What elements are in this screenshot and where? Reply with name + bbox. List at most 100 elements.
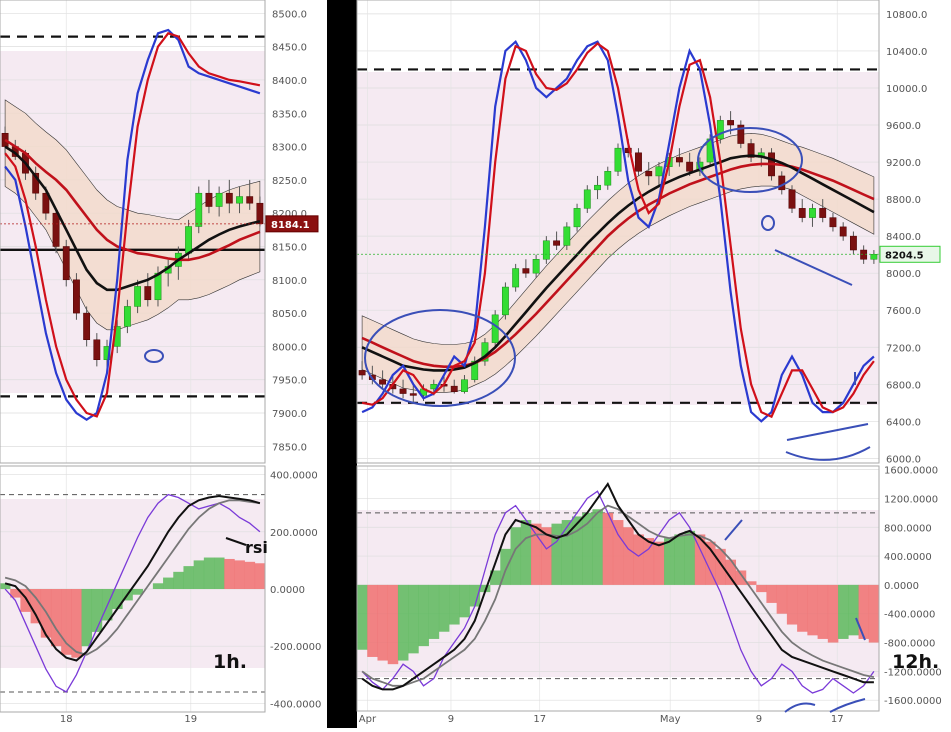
- histogram-bar: [623, 527, 634, 585]
- x-tick-label: May: [660, 714, 681, 725]
- candle-up: [215, 192, 223, 207]
- histogram-bar: [653, 541, 665, 585]
- candle-down: [32, 172, 40, 194]
- x-tick-label: 19: [184, 714, 197, 725]
- candle-up: [870, 254, 878, 260]
- x-tick-label: 17: [831, 714, 844, 725]
- histogram-bar: [571, 516, 583, 585]
- osc-tick-label: -1200.0000: [884, 667, 942, 678]
- histogram-bar: [551, 523, 563, 585]
- osc-tick-label: -800.0000: [884, 639, 935, 650]
- price-tick-label: 8400.0: [272, 76, 307, 87]
- stoch-red-line: [361, 42, 875, 419]
- price-tick-label: 8000.0: [272, 342, 307, 353]
- histogram-bar: [827, 584, 839, 643]
- candle-down: [645, 171, 653, 177]
- last-price-label: 8204.5: [885, 250, 924, 261]
- histogram-bar: [664, 538, 675, 585]
- candle-down: [379, 379, 387, 385]
- candle-down: [778, 175, 786, 191]
- x-tick-label: Apr: [359, 714, 377, 725]
- osc-tick-label: 1200.0000: [884, 494, 938, 505]
- histogram-bar: [868, 584, 880, 643]
- histogram-bar: [694, 534, 706, 585]
- histogram-bar: [438, 584, 450, 632]
- price-tick-label: 6800.0: [886, 380, 921, 391]
- histogram-bar: [397, 584, 409, 661]
- histogram-bar: [725, 559, 737, 585]
- histogram-bar: [531, 523, 542, 585]
- price-tick-label: 10800.0: [886, 10, 927, 21]
- histogram-bar: [490, 570, 501, 585]
- candle-up: [461, 379, 468, 392]
- price-tick-label: 10000.0: [886, 84, 927, 95]
- candle-up: [134, 286, 142, 307]
- candle-down: [450, 385, 458, 392]
- histogram-bar: [500, 548, 511, 585]
- osc-tick-label: 400.0000: [270, 471, 318, 482]
- x-tick-label: 18: [60, 714, 73, 725]
- histogram-bar: [797, 584, 808, 632]
- histogram-bar: [20, 589, 31, 612]
- histogram-bar: [510, 527, 522, 585]
- histogram-bar: [30, 589, 42, 624]
- price-tick-label: 9600.0: [886, 121, 921, 132]
- candle-down: [737, 124, 745, 144]
- osc-tick-label: -400.0000: [884, 610, 935, 621]
- candle-down: [522, 268, 530, 274]
- panel-border: [356, 465, 880, 712]
- histogram-bar: [214, 557, 225, 589]
- candle-down: [52, 212, 60, 247]
- osc-tick-label: -200.0000: [270, 642, 321, 653]
- histogram-bar: [81, 589, 93, 647]
- histogram-bar: [254, 563, 266, 589]
- candle-up: [594, 184, 601, 191]
- histogram-bar: [633, 534, 644, 585]
- candle-up: [532, 259, 540, 274]
- osc-tick-label: 800.0000: [884, 523, 932, 534]
- price-tick-label: 8050.0: [272, 309, 307, 320]
- candle-down: [205, 192, 213, 207]
- candle-up: [154, 272, 162, 301]
- osc-tick-label: 0.0000: [270, 585, 305, 596]
- histogram-bar: [592, 509, 603, 585]
- histogram-bar: [224, 558, 235, 589]
- candle-down: [727, 120, 735, 126]
- price-tick-label: 9200.0: [886, 158, 921, 169]
- candle-down: [256, 202, 264, 225]
- histogram-bar: [91, 589, 103, 632]
- rsi-annotation-arrow: [225, 537, 247, 546]
- price-tick-label: 8250.0: [272, 176, 307, 187]
- candle-up: [573, 208, 581, 228]
- price-tick-label: 7600.0: [886, 306, 921, 317]
- histogram-bar: [449, 584, 460, 625]
- candle-up: [614, 147, 622, 172]
- price-tick-label: 8150.0: [272, 242, 307, 253]
- candle-up: [481, 342, 489, 362]
- x-tick-label: 17: [533, 714, 546, 725]
- rsi-annotation-label: rsi: [245, 538, 268, 557]
- histogram-bar: [244, 561, 256, 589]
- histogram-bar: [112, 589, 123, 610]
- histogram-bar: [807, 584, 818, 636]
- x-tick-label: 9: [756, 714, 762, 725]
- price-tick-label: 6400.0: [886, 417, 921, 428]
- histogram-bar: [541, 527, 552, 585]
- candle-down: [553, 240, 561, 246]
- candle-down: [686, 161, 694, 172]
- histogram-bar: [173, 571, 184, 589]
- candle-down: [635, 152, 642, 172]
- last-price-label: 8184.1: [271, 220, 310, 231]
- stoch-blue-line: [361, 39, 875, 423]
- candle-down: [62, 246, 70, 281]
- histogram-bar: [705, 541, 716, 585]
- price-tick-label: 8300.0: [272, 143, 307, 154]
- panel-border: [0, 465, 266, 713]
- histogram-bar: [418, 584, 429, 647]
- timeframe-label-12h: 12h.: [892, 651, 939, 673]
- candle-up: [123, 306, 131, 327]
- candle-up: [655, 166, 663, 177]
- histogram-bar: [838, 584, 849, 639]
- candle-down: [747, 143, 755, 158]
